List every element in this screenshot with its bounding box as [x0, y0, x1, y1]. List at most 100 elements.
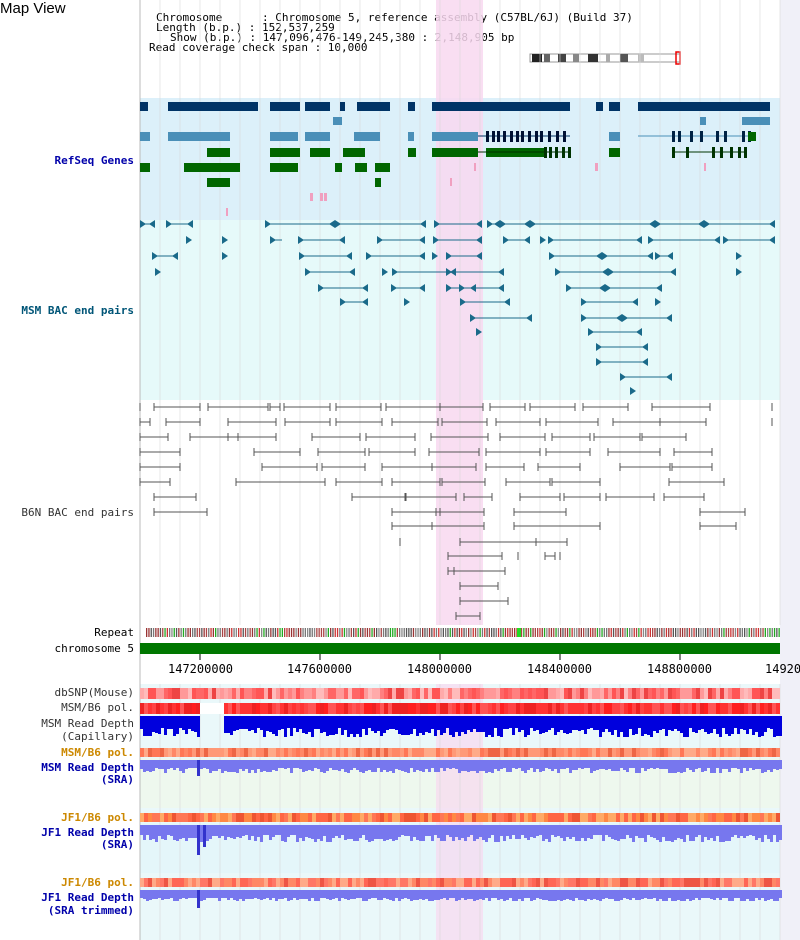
msm-pol2-cell	[600, 748, 604, 757]
dbsnp-cell	[376, 688, 380, 699]
depth-bar	[647, 716, 650, 735]
depth-bar	[632, 825, 635, 842]
repeat-mark	[249, 628, 251, 637]
jf1-pol-cell	[624, 813, 628, 822]
repeat-mark	[649, 628, 651, 637]
repeat-mark	[205, 628, 208, 637]
strand-arrow	[655, 220, 661, 228]
dbsnp-cell	[340, 688, 344, 699]
jf1-pol2-cell	[576, 878, 580, 887]
depth-bar	[599, 890, 602, 901]
dbsnp-cell	[664, 688, 668, 699]
msm-pol-cell	[312, 703, 316, 714]
msm-pol-cell	[592, 703, 596, 714]
jf1-pol-label: JF1/B6 pol.	[61, 811, 134, 824]
repeat-mark	[596, 628, 599, 637]
refseq-gene	[408, 148, 416, 157]
repeat-mark	[737, 628, 739, 637]
repeat-mark	[778, 628, 780, 637]
depth-bar	[428, 890, 431, 901]
depth-bar	[422, 716, 425, 735]
gene-exon	[730, 147, 733, 158]
dbsnp-cell	[180, 688, 184, 699]
depth-bar	[524, 716, 527, 737]
dbsnp-cell	[676, 688, 680, 699]
jf1-pol-cell	[644, 813, 648, 822]
depth-bar	[272, 890, 275, 898]
depth-bar	[362, 760, 365, 773]
depth-bar	[554, 760, 557, 769]
depth-bar	[485, 890, 488, 898]
dbsnp-cell	[320, 688, 324, 699]
depth-bar	[194, 825, 197, 838]
depth-bar	[491, 825, 494, 835]
depth-bar	[185, 716, 188, 734]
msm-bac-label[interactable]: MSM BAC end pairs	[21, 304, 134, 317]
b6n-bac-label[interactable]: B6N BAC end pairs	[21, 506, 134, 519]
jf1-pol2-cell	[332, 878, 336, 887]
jf1-pol2-cell	[268, 878, 272, 887]
jf1-pol2-cell	[280, 878, 284, 887]
repeat-mark	[486, 628, 488, 637]
jf1-pol-cell	[216, 813, 220, 822]
jf1-pol-cell	[700, 813, 704, 822]
depth-bar	[182, 716, 185, 730]
strand-arrow	[698, 220, 704, 228]
depth-bar	[392, 716, 395, 729]
gene-exon	[540, 131, 543, 142]
jf1-pol2-cell	[540, 878, 544, 887]
depth-bar	[341, 890, 344, 898]
depth-bar	[419, 760, 422, 771]
msm-pol-cell	[464, 703, 468, 714]
repeat-mark	[212, 628, 214, 637]
repeat-mark	[238, 628, 240, 637]
refseq-gene	[270, 132, 298, 141]
dbsnp-cell	[472, 688, 476, 699]
msm-pol-cell	[196, 703, 200, 714]
strand-arrow	[460, 298, 466, 306]
msm-pol2-cell	[708, 748, 712, 757]
msm-pol-cell	[224, 703, 228, 714]
strand-arrow	[632, 298, 638, 306]
depth-bar	[635, 890, 638, 900]
msm-pol2-cell	[540, 748, 544, 757]
depth-bar	[245, 890, 248, 899]
refseq-genes-label[interactable]: RefSeq Genes	[54, 154, 134, 167]
depth-bar	[221, 890, 224, 898]
msm-pol2-cell	[208, 748, 212, 757]
msm-pol2-cell	[584, 748, 588, 757]
refseq-gene	[432, 148, 478, 157]
jf1-pol-cell	[756, 813, 760, 822]
depth-bar	[683, 890, 686, 901]
depth-bar	[746, 760, 749, 771]
repeat-mark	[645, 628, 647, 637]
dbsnp-cell	[468, 688, 472, 699]
depth-bar	[545, 825, 548, 839]
depth-bar	[416, 760, 419, 770]
strand-arrow	[476, 236, 482, 244]
depth-bar	[317, 760, 320, 769]
msm-pol2-cell	[412, 748, 416, 757]
repeat-mark	[389, 628, 392, 637]
jf1-pol2-cell	[368, 878, 372, 887]
depth-bar	[647, 825, 650, 835]
strand-arrow	[377, 236, 383, 244]
gene-exon	[563, 131, 566, 142]
depth-bar	[230, 716, 233, 735]
depth-bar	[539, 716, 542, 734]
depth-bar	[284, 716, 287, 737]
msm-pol2-cell	[228, 748, 232, 757]
depth-bar	[689, 825, 692, 841]
strand-arrow	[622, 314, 628, 322]
depth-bar	[254, 760, 257, 773]
depth-bar	[167, 825, 170, 835]
depth-bar	[185, 825, 188, 841]
depth-bar	[176, 825, 179, 841]
depth-bar	[458, 760, 461, 773]
depth-bar	[350, 760, 353, 770]
repeat-mark	[173, 628, 175, 637]
msm-pol2-cell	[300, 748, 304, 757]
repeat-mark	[419, 628, 421, 637]
jf1-pol-cell	[368, 813, 372, 822]
